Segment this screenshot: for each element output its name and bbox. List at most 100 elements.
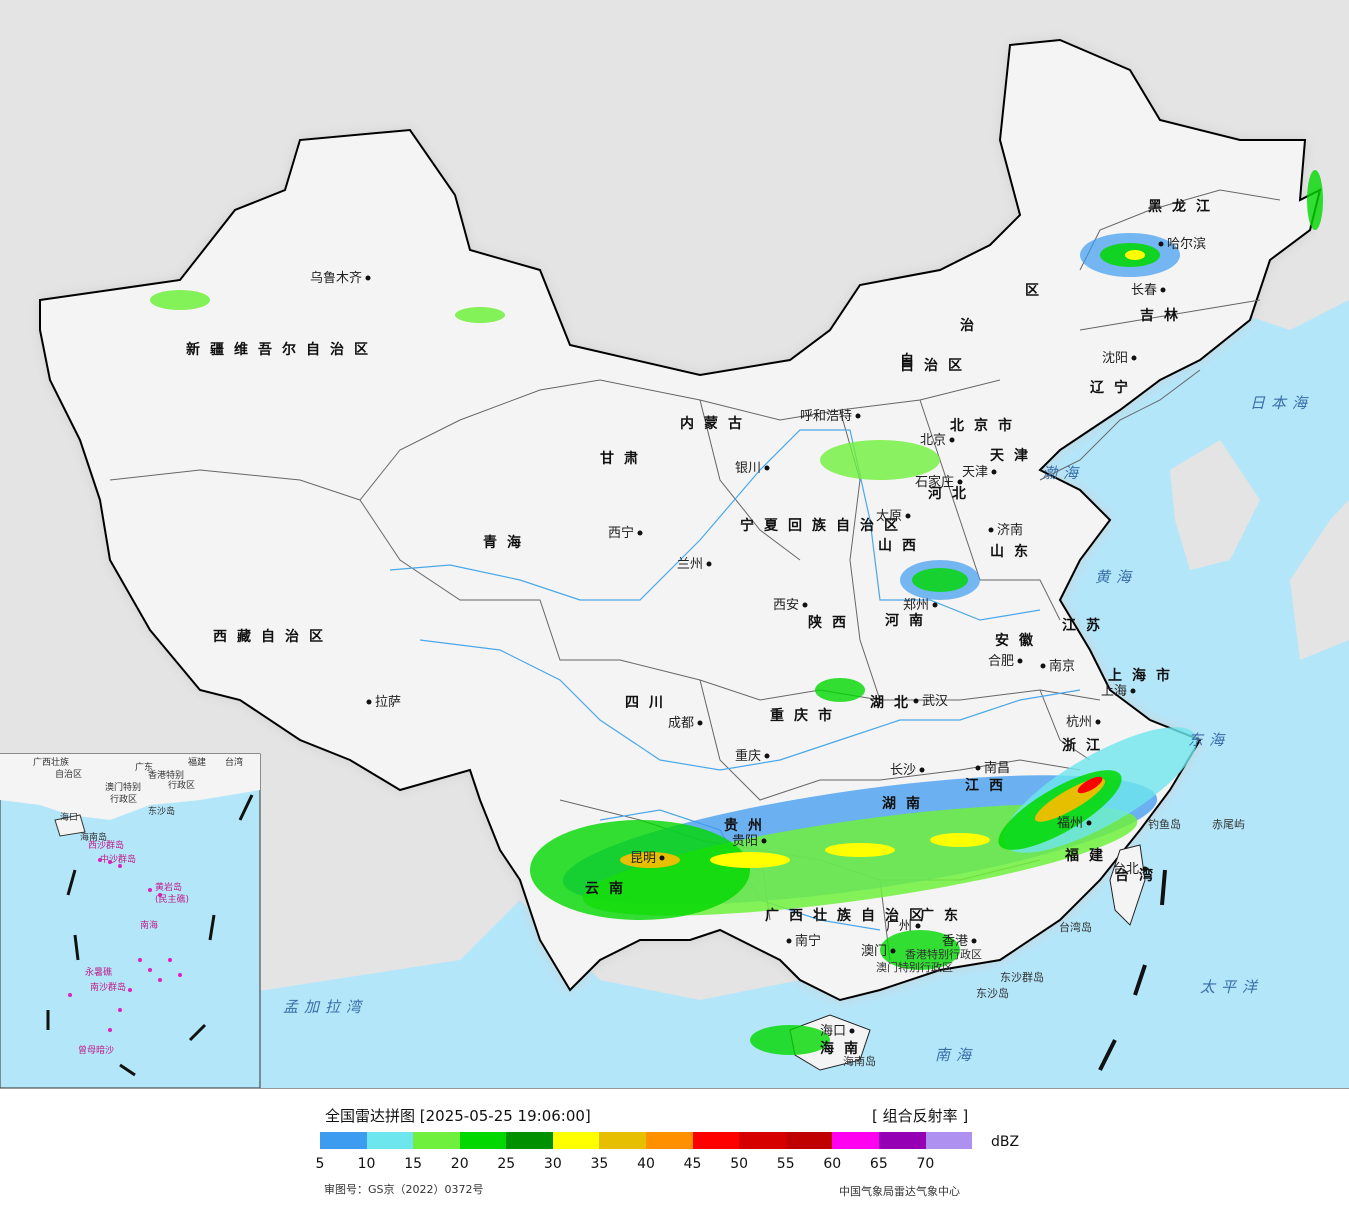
island-label: 东沙群岛 — [1000, 970, 1044, 984]
city-label: 西宁 — [608, 525, 634, 541]
city-marker — [949, 437, 955, 443]
inset-label: 中沙群岛 — [100, 853, 136, 865]
province-label: 山西 — [878, 538, 926, 554]
city-label: 长春 — [1131, 283, 1157, 298]
legend-swatch — [739, 1132, 786, 1149]
legend-tick-label: 40 — [637, 1156, 655, 1172]
legend-title: 全国雷达拼图 [2025-05-25 19:06:00] — [325, 1107, 591, 1125]
city-marker — [905, 513, 911, 519]
city-label: 呼和浩特 — [800, 409, 852, 424]
city-marker — [1095, 719, 1101, 725]
city-label: 香港 — [942, 934, 968, 949]
island-label: 东沙岛 — [976, 986, 1009, 1000]
province-label: 江西 — [965, 777, 1013, 794]
island-label: 澳门特别行政区 — [876, 960, 953, 974]
province-label: 台湾 — [1115, 867, 1163, 884]
city-label: 台北 — [1113, 862, 1139, 877]
inset-label: 东沙岛 — [148, 805, 175, 817]
city-label: 南京 — [1049, 658, 1075, 674]
legend-color-bar — [320, 1132, 973, 1149]
legend-swatch — [459, 1132, 507, 1149]
sea-label: 东海 — [1188, 731, 1230, 749]
province-label: 陕西 — [808, 614, 856, 631]
province-label: 河南 — [885, 612, 933, 629]
city-marker — [855, 413, 861, 419]
island-label: 台湾岛 — [1059, 920, 1092, 934]
city-marker — [890, 948, 896, 954]
city-label: 杭州 — [1066, 715, 1092, 730]
island-label: 赤尾屿 — [1212, 818, 1245, 831]
city-label: 海口 — [820, 1024, 846, 1039]
province-label: 湖南 — [882, 795, 930, 812]
legend-swatch — [366, 1132, 414, 1149]
city-marker — [1017, 658, 1023, 664]
province-label: 上海市 — [1108, 667, 1180, 684]
province-label: 重庆市 — [770, 707, 842, 724]
legend-swatch — [878, 1132, 926, 1149]
inset-label: 南海 — [140, 919, 158, 931]
city-marker — [919, 767, 925, 773]
sea-label: 太平洋 — [1200, 978, 1263, 996]
radar-echoes — [150, 170, 1323, 1055]
city-label: 上海 — [1101, 684, 1127, 699]
city-marker — [706, 561, 712, 567]
inset-label: 福建 — [188, 756, 206, 768]
legend-swatch — [646, 1132, 693, 1149]
city-label: 南昌 — [984, 760, 1010, 776]
city-marker — [975, 765, 981, 771]
island-label: 钓鱼岛 — [1148, 817, 1181, 831]
city-label: 天津 — [962, 465, 988, 480]
city-label: 澳门 — [861, 943, 887, 959]
legend-tick-label: 15 — [404, 1156, 423, 1172]
province-label: 安徽 — [995, 632, 1043, 649]
city-marker — [915, 923, 921, 929]
city-label: 太原 — [876, 509, 902, 524]
city-label: 成都 — [668, 716, 694, 731]
legend-swatch — [599, 1132, 647, 1149]
inset-label: 曾母暗沙 — [78, 1044, 114, 1056]
inset-label: 海南岛 — [80, 831, 107, 843]
city-label: 贵阳 — [732, 834, 758, 849]
province-label: 云南 — [585, 880, 633, 897]
legend-swatch — [552, 1132, 600, 1149]
province-label: 广东 — [920, 907, 968, 924]
city-marker — [1158, 241, 1164, 247]
city-marker — [1086, 820, 1092, 826]
legend-tick-label: 20 — [450, 1156, 469, 1172]
city-marker — [991, 469, 997, 475]
city-marker — [971, 938, 977, 944]
province-label: 浙江 — [1062, 737, 1110, 754]
city-marker — [849, 1028, 855, 1034]
city-label: 北京 — [920, 433, 946, 448]
radar-map: 乌鲁木齐 拉萨 西宁 兰州 银川 呼和浩特 北京 天津 石家庄 太原 济南 郑州 西安 成都 重庆 武汉 合肥南… — [0, 0, 1349, 1088]
map-labels-layer: 乌鲁木齐拉萨西宁兰州银川呼和浩特北京天津石家庄太原济南郑州西安成都重庆武汉合肥南… — [33, 198, 1307, 1068]
city-label: 乌鲁木齐 — [310, 270, 362, 286]
city-marker — [786, 938, 792, 944]
city-marker — [764, 465, 770, 471]
legend-swatch — [832, 1132, 879, 1149]
legend-tick-label: 10 — [357, 1156, 376, 1172]
legend-tick-label: 45 — [683, 1156, 702, 1172]
inset-label: 行政区 — [168, 779, 195, 791]
province-label: 自治区 — [900, 357, 972, 374]
city-label: 合肥 — [988, 654, 1014, 669]
city-label: 济南 — [997, 522, 1023, 538]
inset-label: 广西壮族 — [33, 756, 69, 768]
province-label: 吉林 — [1140, 307, 1188, 324]
city-marker — [957, 479, 963, 485]
city-label: 重庆 — [735, 748, 761, 764]
province-label: 自 — [900, 352, 924, 369]
sea-label: 黄海 — [1095, 568, 1137, 586]
city-label: 石家庄 — [915, 474, 954, 490]
map-approval-number: 审图号：GS京（2022）0372号 — [324, 1183, 484, 1196]
city-label: 兰州 — [677, 557, 703, 572]
legend-tick-label: 35 — [590, 1156, 609, 1172]
legend-tick-label: 50 — [730, 1156, 749, 1172]
city-marker — [764, 753, 770, 759]
legend-tick-label: 5 — [315, 1156, 325, 1172]
city-marker — [637, 530, 643, 536]
sea-label: 渤海 — [1042, 464, 1084, 482]
city-marker — [366, 699, 372, 705]
radar-map-svg: 乌鲁木齐拉萨西宁兰州银川呼和浩特北京天津石家庄太原济南郑州西安成都重庆武汉合肥南… — [0, 0, 1349, 1088]
city-label: 拉萨 — [375, 695, 401, 710]
